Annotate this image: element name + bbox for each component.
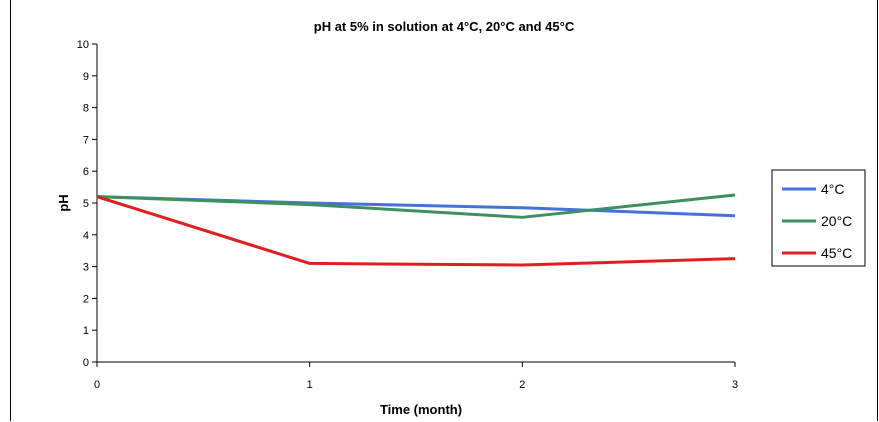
y-tick-label: 10 — [77, 39, 89, 51]
x-axis-title: Time (month) — [380, 402, 462, 417]
y-tick-label: 2 — [83, 293, 89, 305]
y-tick-label: 6 — [83, 166, 89, 178]
series-line-1 — [96, 193, 736, 219]
y-tick-label: 7 — [83, 134, 89, 146]
y-tick-label: 1 — [83, 325, 89, 337]
chart-frame — [10, 0, 878, 421]
chart-title: pH at 5% in solution at 4°C, 20°C and 45… — [314, 19, 575, 34]
series-line-2 — [96, 195, 736, 267]
y-tick-label: 4 — [83, 230, 89, 242]
legend: 4°C 20°C 45°C — [782, 181, 852, 261]
y-tick-label: 0 — [83, 357, 89, 369]
y-tick-label: 3 — [83, 262, 89, 274]
y-tick-label: 9 — [83, 71, 89, 83]
legend-label-2: 45°C — [821, 245, 852, 261]
axes: 0 1 2 3 4 5 6 7 8 9 10 0 1 2 3 — [77, 39, 738, 391]
legend-label-0: 4°C — [821, 181, 845, 197]
legend-box — [771, 169, 866, 267]
x-tick-label: 0 — [94, 379, 100, 391]
x-tick-label: 2 — [519, 379, 525, 391]
y-tick-label: 5 — [83, 198, 89, 210]
x-tick-label: 3 — [732, 379, 738, 391]
y-axis-title: pH — [56, 194, 71, 211]
y-tick-label: 8 — [83, 103, 89, 115]
legend-label-1: 20°C — [821, 213, 852, 229]
series-layer — [96, 193, 736, 267]
x-tick-label: 1 — [307, 379, 313, 391]
